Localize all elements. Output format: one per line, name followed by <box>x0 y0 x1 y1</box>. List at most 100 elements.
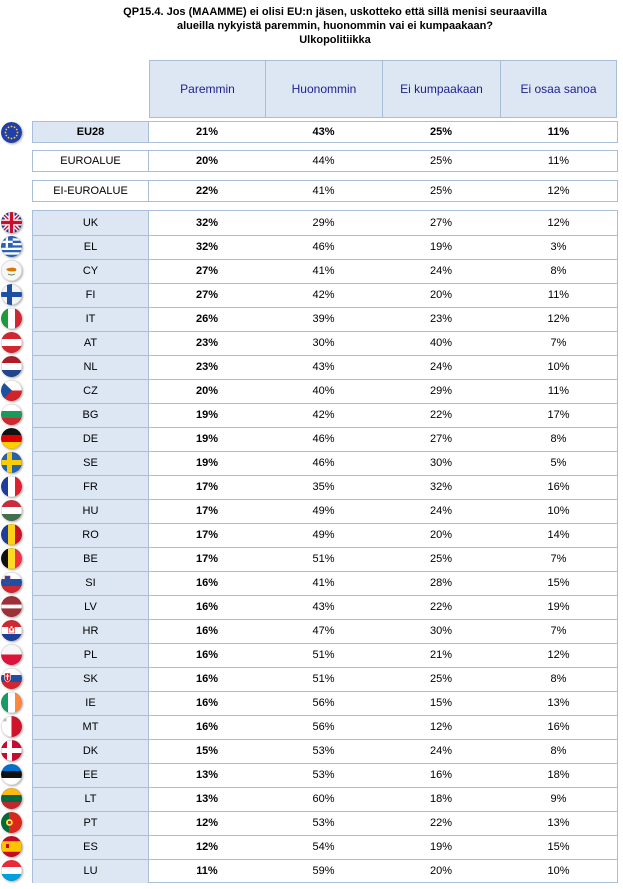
country-row: UK 32% 29% 27% 12% <box>0 211 623 235</box>
country-label: EE <box>32 763 149 787</box>
cell-value: 32% <box>195 241 219 253</box>
cell-value: 47% <box>312 625 335 637</box>
cell-value: 20% <box>429 529 453 541</box>
cell-value: 12% <box>547 649 570 661</box>
cell-value: 18% <box>429 793 453 805</box>
cell-value: 14% <box>547 529 570 541</box>
country-label: IT <box>32 307 149 331</box>
cell-value: 13% <box>195 769 219 781</box>
row-border <box>32 150 618 172</box>
czech-flag-icon <box>1 380 22 401</box>
row-separator <box>32 595 618 596</box>
cell-value: 12% <box>547 313 570 325</box>
lithuania-flag-icon <box>1 788 22 809</box>
germany-flag-icon <box>1 428 22 449</box>
country-row: ES 12% 54% 19% 15% <box>0 835 623 859</box>
country-row: FR 17% 35% 32% 16% <box>0 475 623 499</box>
cell-value: 53% <box>312 769 335 781</box>
cell-value: 51% <box>312 673 335 685</box>
country-label: AT <box>32 331 149 355</box>
country-label: SI <box>32 571 149 595</box>
cell-value: 22% <box>429 601 453 613</box>
cell-value: 19% <box>429 841 453 853</box>
cell-value: 40% <box>312 385 335 397</box>
cell-value: 7% <box>550 337 567 349</box>
cell-value: 24% <box>429 361 453 373</box>
cell-value: 16% <box>547 481 570 493</box>
column-header-label: Huonommin <box>291 82 357 96</box>
cell-value: 3% <box>550 241 567 253</box>
country-label: DE <box>32 427 149 451</box>
cell-value: 16% <box>195 673 219 685</box>
cell-value: 22% <box>195 185 219 197</box>
belgium-flag-icon <box>1 548 22 569</box>
cell-value: 12% <box>195 817 219 829</box>
bulgaria-flag-icon <box>1 404 22 425</box>
cell-value: 46% <box>312 457 335 469</box>
cell-value: 16% <box>195 721 219 733</box>
cell-value: 13% <box>195 793 219 805</box>
country-label: PL <box>32 643 149 667</box>
row-separator <box>32 691 618 692</box>
cell-value: 43% <box>312 126 335 138</box>
row-separator <box>32 403 618 404</box>
summary-row-2: EI-EUROALUE 22% 41% 25% 12% <box>0 180 623 202</box>
cell-value: 60% <box>312 793 335 805</box>
cell-value: 20% <box>195 385 219 397</box>
cell-value: 26% <box>195 313 219 325</box>
cell-value: 59% <box>312 865 335 877</box>
cell-value: 56% <box>312 697 335 709</box>
row-border <box>32 121 618 143</box>
row-separator <box>32 523 618 524</box>
column-header-label: Ei osaa sanoa <box>520 82 597 96</box>
cell-value: 25% <box>429 673 453 685</box>
country-label: HR <box>32 619 149 643</box>
cell-value: 12% <box>195 841 219 853</box>
cell-value: 10% <box>547 865 570 877</box>
cell-value: 56% <box>312 721 335 733</box>
row-label: EUROALUE <box>32 150 149 172</box>
romania-flag-icon <box>1 524 22 545</box>
cell-value: 13% <box>547 817 570 829</box>
country-label: LT <box>32 787 149 811</box>
row-separator <box>32 763 618 764</box>
cell-value: 7% <box>550 553 567 565</box>
cell-value: 53% <box>312 817 335 829</box>
cell-value: 49% <box>312 505 335 517</box>
row-separator <box>32 259 618 260</box>
row-separator <box>32 571 618 572</box>
cell-value: 8% <box>550 433 567 445</box>
estonia-flag-icon <box>1 764 22 785</box>
country-row: IE 16% 56% 15% 13% <box>0 691 623 715</box>
country-label: LU <box>32 859 149 883</box>
cell-value: 24% <box>429 265 453 277</box>
cell-value: 17% <box>195 529 219 541</box>
country-row: HR 16% 47% 30% 7% <box>0 619 623 643</box>
country-label: NL <box>32 355 149 379</box>
cell-value: 51% <box>312 649 335 661</box>
cell-value: 23% <box>195 337 219 349</box>
country-label: CZ <box>32 379 149 403</box>
croatia-flag-icon <box>1 620 22 641</box>
row-border <box>32 180 618 202</box>
country-label: BE <box>32 547 149 571</box>
column-header-1: Paremmin <box>149 60 266 118</box>
cell-value: 46% <box>312 241 335 253</box>
cell-value: 41% <box>312 265 335 277</box>
country-label: CY <box>32 259 149 283</box>
summary-row-1: EUROALUE 20% 44% 25% 11% <box>0 150 623 172</box>
cell-value: 41% <box>312 185 335 197</box>
row-separator <box>32 643 618 644</box>
cell-value: 9% <box>550 793 567 805</box>
cell-value: 5% <box>550 457 567 469</box>
cell-value: 19% <box>195 409 219 421</box>
country-row: LV 16% 43% 22% 19% <box>0 595 623 619</box>
cell-value: 17% <box>547 409 570 421</box>
cell-value: 20% <box>429 289 453 301</box>
country-label: IE <box>32 691 149 715</box>
country-label: ES <box>32 835 149 859</box>
row-separator <box>32 475 618 476</box>
cell-value: 51% <box>312 553 335 565</box>
country-row: EL 32% 46% 19% 3% <box>0 235 623 259</box>
cell-value: 21% <box>195 126 219 138</box>
